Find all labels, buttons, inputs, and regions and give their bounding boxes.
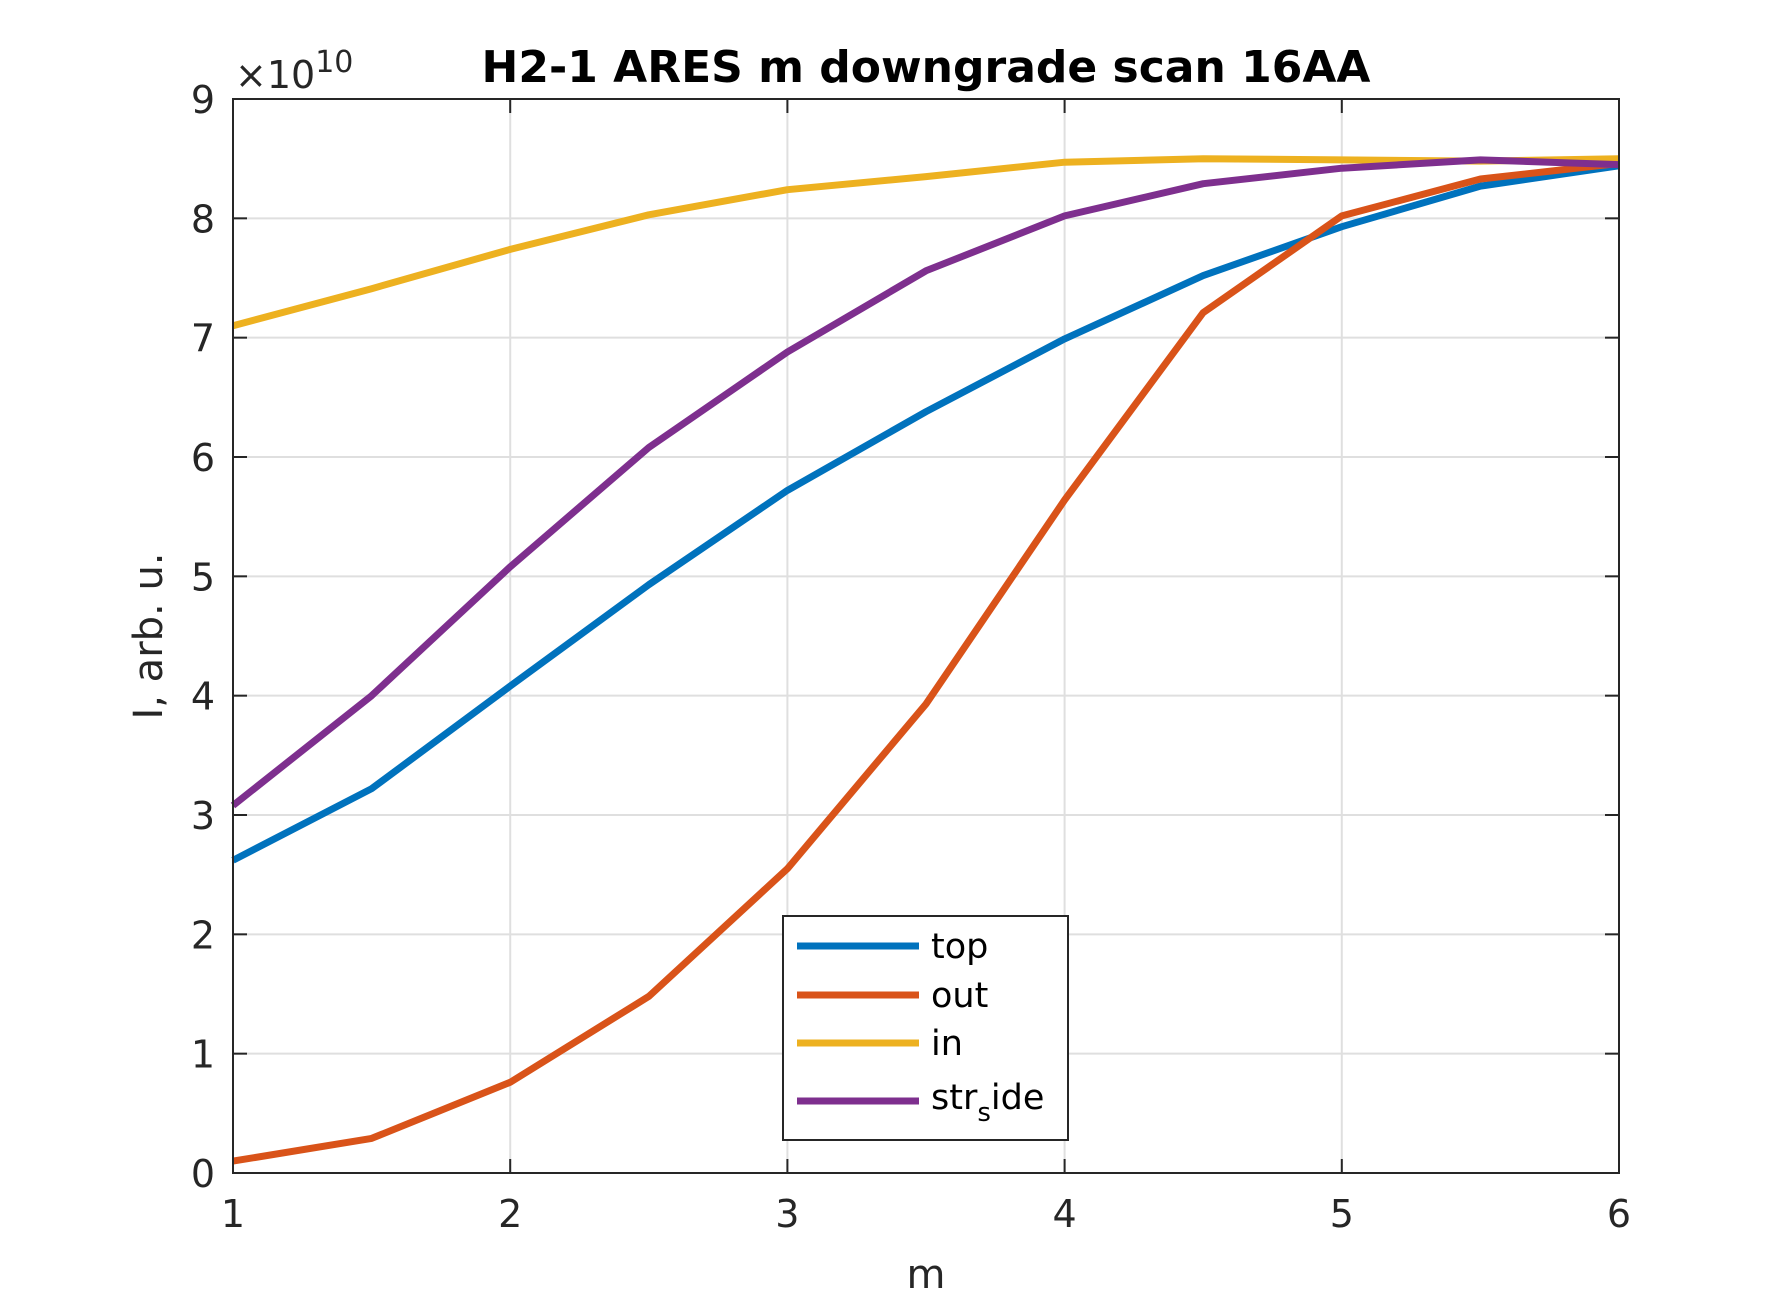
y-exponent-base: ×10 — [235, 53, 315, 97]
legend-label-str-side-subscript: s — [977, 1098, 991, 1128]
grid — [233, 99, 1619, 1173]
y-tick-label-5: 5 — [191, 555, 215, 599]
y-exponent-power: 10 — [315, 45, 353, 80]
y-tick-label-7: 7 — [191, 317, 215, 361]
series-line-out — [232, 159, 1620, 1165]
series-lines — [230, 155, 1620, 1165]
y-tick-label-2: 2 — [191, 913, 215, 957]
ticks — [232, 98, 1620, 1174]
y-tick-label-1: 1 — [191, 1033, 215, 1077]
series-line-top — [231, 162, 1620, 864]
x-tick-label-5: 5 — [1330, 1192, 1354, 1236]
plot-frame — [232, 98, 1620, 1174]
legend-label-str-side: strside — [931, 1078, 1044, 1128]
x-tick-label-3: 3 — [775, 1192, 799, 1236]
x-axis-label: m — [907, 1252, 946, 1298]
legend-label-out: out — [931, 976, 988, 1016]
legend-label-top: top — [931, 927, 988, 967]
chart-title: H2-1 ARES m downgrade scan 16AA — [482, 42, 1371, 93]
x-tick-label-4: 4 — [1053, 1192, 1077, 1236]
y-tick-label-8: 8 — [191, 197, 215, 241]
y-tick-label-9: 9 — [191, 78, 215, 122]
y-axis-label: I, arb. u. — [126, 552, 172, 719]
legend-label-in: in — [931, 1024, 963, 1064]
x-tick-label-6: 6 — [1607, 1192, 1631, 1236]
y-exponent-label: ×1010 — [235, 45, 353, 97]
series-line-in — [232, 155, 1620, 330]
legend-label-str-side-main: str — [931, 1078, 978, 1118]
legend: top out in strside — [782, 915, 1069, 1141]
x-tick-label-2: 2 — [498, 1192, 522, 1236]
legend-label-str-side-suffix: ide — [991, 1078, 1044, 1118]
x-tick-label-1: 1 — [221, 1192, 245, 1236]
series-line-strside — [230, 156, 1620, 809]
y-tick-label-0: 0 — [191, 1152, 215, 1196]
y-tick-label-4: 4 — [191, 675, 215, 719]
y-tick-label-6: 6 — [191, 436, 215, 480]
y-tick-label-3: 3 — [191, 794, 215, 838]
